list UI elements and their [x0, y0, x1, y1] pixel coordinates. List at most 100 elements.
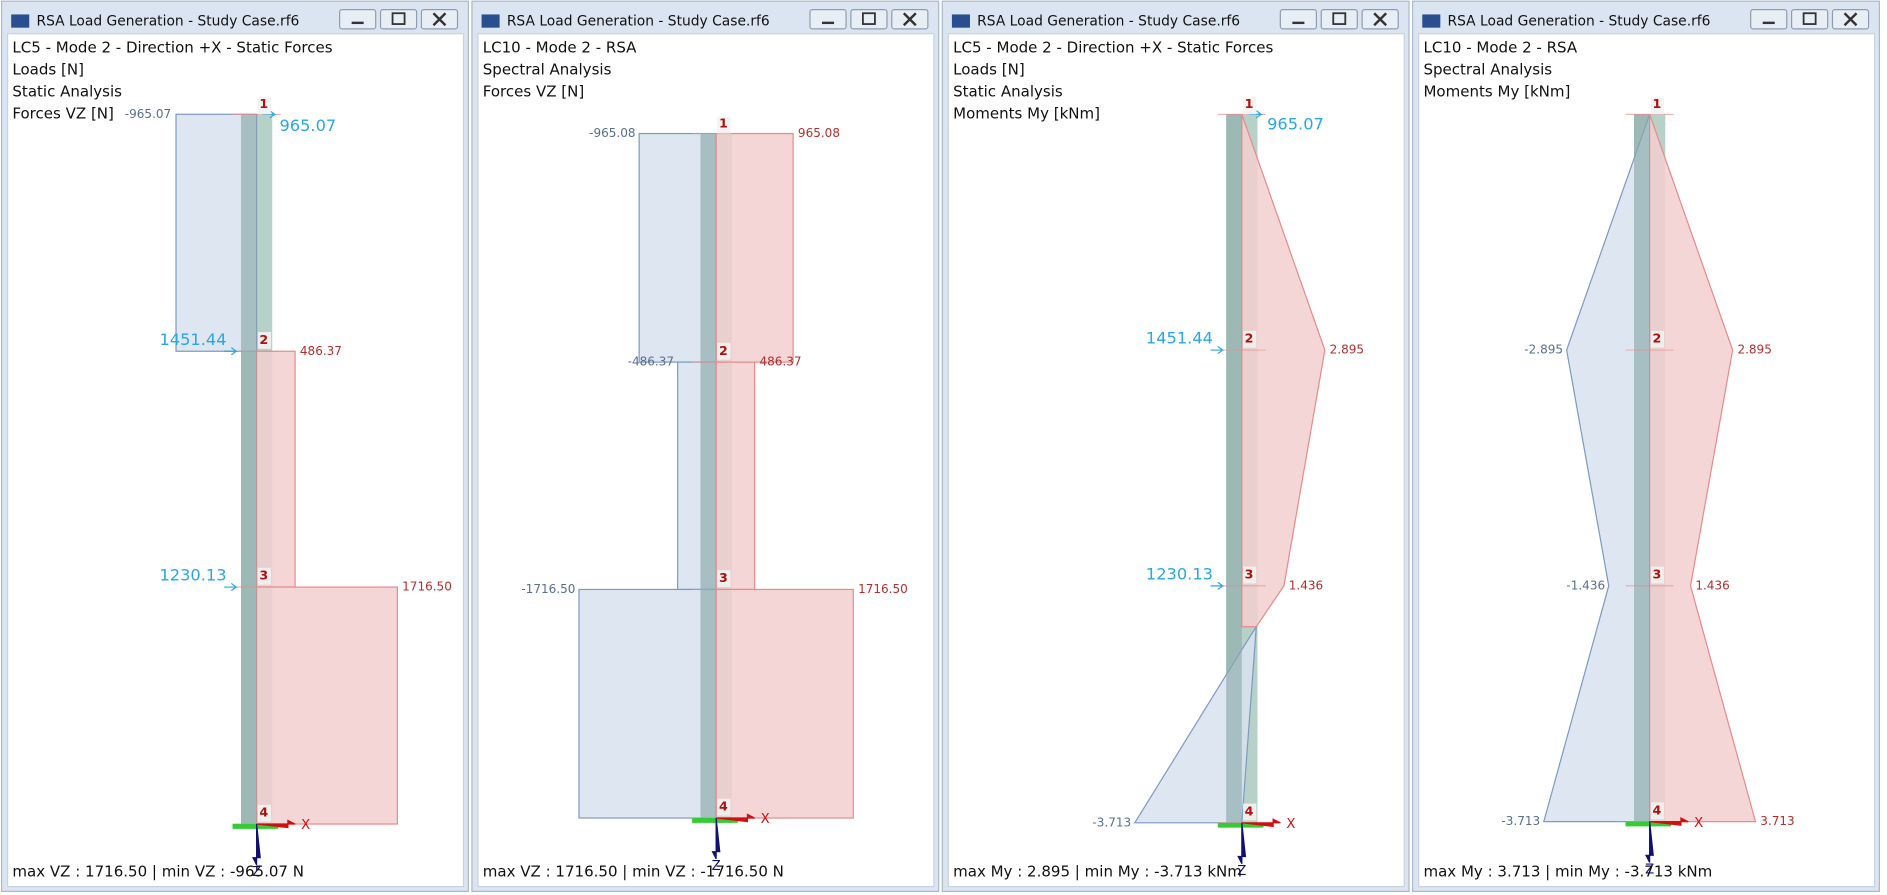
x-axis-label: X	[1694, 816, 1703, 831]
header-line: Static Analysis	[953, 83, 1063, 101]
x-axis	[716, 813, 755, 823]
diagram-label: 1716.50	[402, 580, 452, 594]
header-line: Spectral Analysis	[483, 61, 612, 79]
header-line: Moments My [kNm]	[953, 105, 1100, 123]
content-area	[947, 33, 1405, 888]
node-tag	[1650, 97, 1665, 115]
icon	[1802, 12, 1817, 25]
member-core	[1226, 114, 1242, 823]
member-core	[240, 114, 257, 825]
diagram-label: -3.713	[1501, 814, 1540, 828]
x-axis	[1241, 818, 1281, 828]
node-label: 3	[1652, 567, 1661, 582]
node-tag	[717, 570, 731, 588]
window-max-button[interactable]	[850, 9, 888, 30]
footer: max My : 3.713 | min My : -3.713 kNm	[1423, 863, 1712, 881]
node-label: 2	[259, 332, 268, 347]
diagram-label: -965.07	[125, 107, 171, 121]
z-axis	[711, 817, 721, 860]
node-label: 4	[1245, 803, 1254, 818]
node-label: 3	[259, 568, 268, 583]
node-label: 1	[259, 96, 268, 111]
x-axis-label: X	[301, 818, 310, 833]
icon	[391, 12, 406, 25]
footer: max VZ : 1716.50 | min VZ : -1716.50 N	[483, 863, 784, 881]
diagram-area	[256, 350, 296, 588]
window-min-button[interactable]	[339, 9, 377, 30]
window-max-button[interactable]	[1790, 9, 1829, 30]
header-line: LC10 - Mode 2 - RSA	[483, 39, 637, 57]
app-icon	[11, 14, 30, 28]
icon	[432, 12, 447, 27]
node-tag	[717, 116, 731, 134]
load-arrow	[1210, 581, 1225, 590]
footer: max VZ : 1716.50 | min VZ : -965.07 N	[12, 863, 304, 881]
app-icon	[951, 14, 970, 28]
app-icon	[481, 14, 500, 28]
node-tag	[717, 798, 731, 816]
diagram-label: 1716.50	[858, 582, 908, 596]
header-line: Loads [N]	[12, 61, 84, 79]
diagram-label: 1230.13	[159, 566, 226, 585]
diagram-label: 1.436	[1289, 578, 1323, 592]
window-min-button[interactable]	[1750, 9, 1788, 30]
window-title: RSA Load Generation - Study Case.rf6	[507, 14, 770, 30]
diagram-label: 1230.13	[1146, 565, 1213, 584]
node-tag	[1243, 97, 1257, 115]
header-line: Loads [N]	[953, 61, 1025, 79]
diagram-label: -1.436	[1566, 578, 1605, 592]
window-min-button[interactable]	[809, 9, 847, 30]
header-line: LC5 - Mode 2 - Direction +X - Static For…	[12, 39, 332, 57]
node-label: 4	[1652, 802, 1661, 817]
node-label: 4	[259, 805, 268, 820]
node-label: 1	[1652, 96, 1661, 111]
node-tag	[1243, 803, 1257, 821]
z-axis-label: Z	[1237, 864, 1246, 879]
diagram-area	[715, 588, 854, 819]
x-axis-label: X	[761, 812, 770, 827]
icon	[1332, 12, 1347, 25]
diagram-area	[715, 132, 794, 363]
window-min-button[interactable]	[1279, 9, 1318, 30]
window-title: RSA Load Generation - Study Case.rf6	[36, 14, 299, 30]
z-axis	[1237, 822, 1247, 864]
window-max-button[interactable]	[1320, 9, 1358, 30]
node-tag	[1650, 566, 1665, 584]
diagram-label: 2.895	[1330, 343, 1364, 357]
z-axis-label: Z	[712, 859, 721, 874]
diagram-label: 965.07	[1267, 115, 1324, 134]
diagram-area	[256, 586, 398, 825]
node-label: 1	[1245, 96, 1254, 111]
diagram-label: -2.895	[1524, 343, 1563, 357]
diagram-label: 3.713	[1760, 814, 1794, 828]
header-line: LC5 - Mode 2 - Direction +X - Static For…	[953, 39, 1273, 57]
diagram-label: 1451.44	[1146, 329, 1213, 348]
node-tag	[1650, 802, 1665, 820]
z-axis	[252, 823, 261, 866]
diagram-label: 965.08	[798, 126, 840, 140]
window-max-button[interactable]	[379, 9, 418, 30]
diagram-label: -965.08	[589, 126, 635, 140]
diagram-label: -486.37	[628, 355, 674, 369]
member-core	[700, 133, 717, 819]
icon	[902, 12, 917, 27]
x-axis	[256, 819, 296, 829]
z-axis	[1645, 821, 1654, 863]
diagram-label: 2.895	[1737, 343, 1771, 357]
diagram-area	[1133, 626, 1257, 824]
header-line: Forces VZ [N]	[483, 83, 585, 101]
diagram-area	[578, 588, 717, 819]
icon	[1843, 12, 1858, 27]
node-tag	[717, 342, 731, 360]
node-tag	[1243, 566, 1257, 584]
header-line: Forces VZ [N]	[12, 105, 114, 123]
node-tag	[1243, 330, 1257, 348]
header-line: LC10 - Mode 2 - RSA	[1423, 39, 1577, 57]
node-label: 3	[719, 570, 728, 585]
diagram-label: 486.37	[300, 344, 342, 358]
app-icon	[1422, 14, 1441, 28]
header-line: Spectral Analysis	[1423, 61, 1552, 79]
node-tag	[257, 567, 272, 585]
